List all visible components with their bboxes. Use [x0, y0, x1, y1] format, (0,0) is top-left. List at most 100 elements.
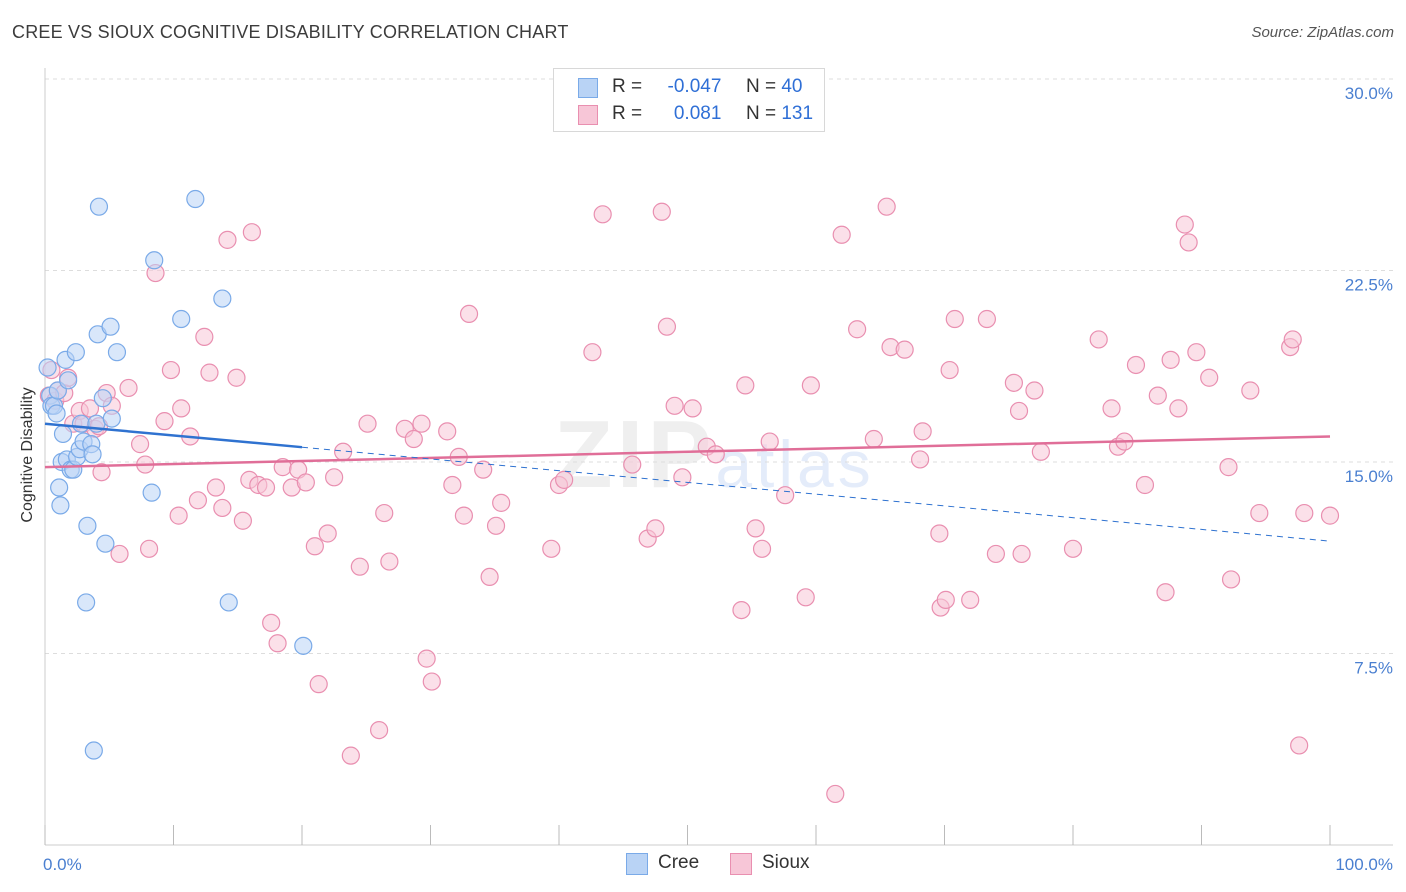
sioux-point — [213, 498, 232, 518]
cree-point — [78, 516, 97, 535]
sioux-point — [542, 539, 561, 558]
sioux-point — [961, 590, 980, 609]
trend-lines — [44, 422, 1331, 542]
sioux-point — [227, 368, 246, 387]
sioux-n-label: N = — [745, 103, 777, 124]
sioux-point — [986, 544, 1006, 564]
sioux-point — [325, 468, 344, 487]
sioux-point — [296, 473, 315, 492]
sioux-point — [583, 343, 602, 362]
sioux-point — [195, 327, 214, 346]
cree-point — [96, 534, 115, 553]
sioux-point — [341, 746, 360, 765]
source-label: Source: ZipAtlas.com — [1251, 24, 1394, 41]
cree-point — [83, 445, 102, 464]
sioux-point — [305, 537, 324, 556]
cree-r-label: R = — [612, 76, 643, 97]
cree-points — [38, 189, 313, 760]
cree-legend-swatch — [626, 853, 648, 875]
sioux-point — [206, 478, 226, 497]
sioux-point — [268, 634, 287, 653]
correlation-legend: R = -0.047 N = 40 R = 0.081 N = 131 — [553, 68, 825, 132]
sioux-point — [480, 567, 499, 587]
sioux-point — [443, 475, 462, 495]
cree-legend-label: Cree — [658, 852, 700, 873]
cree-trend-extension — [301, 446, 1331, 542]
sioux-point — [936, 590, 955, 609]
sioux-point — [200, 363, 219, 382]
sioux-point — [188, 491, 208, 510]
sioux-point — [1200, 368, 1219, 387]
sioux-point — [977, 309, 997, 329]
tick-labels: 7.5% 15.0% 22.5% 30.0% 0.0% 100.0% — [43, 84, 1393, 874]
sioux-point — [358, 414, 377, 433]
sioux-point — [242, 223, 261, 242]
sioux-point — [940, 360, 959, 380]
sioux-point — [1161, 350, 1180, 369]
x-tick-label: 0.0% — [43, 855, 82, 874]
x-tick-label: 100.0% — [1335, 855, 1393, 874]
sioux-point — [910, 450, 930, 469]
sioux-point — [776, 486, 795, 505]
sioux-point — [1221, 570, 1241, 589]
y-tick-label: 22.5% — [1345, 276, 1393, 295]
sioux-point — [1219, 458, 1238, 477]
sioux-point — [256, 478, 276, 497]
chart-title: CREE VS SIOUX COGNITIVE DISABILITY CORRE… — [12, 22, 569, 42]
sioux-point — [652, 202, 671, 221]
grid-lines — [45, 78, 1393, 654]
sioux-point — [438, 422, 457, 441]
y-tick-label: 7.5% — [1354, 659, 1393, 678]
sioux-point — [350, 557, 369, 576]
sioux-point — [370, 720, 389, 740]
cree-point — [50, 478, 69, 497]
cree-point — [172, 309, 191, 329]
sioux-point — [1004, 373, 1023, 392]
sioux-point — [913, 422, 932, 441]
sioux-point — [848, 320, 867, 339]
cree-point — [77, 593, 96, 612]
sioux-point — [218, 230, 237, 249]
sioux-point — [486, 516, 506, 535]
cree-point — [145, 251, 164, 270]
sioux-point — [864, 429, 883, 449]
sioux-point — [169, 506, 188, 525]
sioux-point — [1135, 475, 1155, 495]
sioux-point — [646, 519, 665, 538]
y-tick-label: 15.0% — [1345, 467, 1393, 486]
cree-r-value: -0.047 — [667, 76, 722, 97]
sioux-point — [665, 396, 684, 415]
sioux-point — [1031, 442, 1050, 461]
sioux-point — [80, 399, 100, 418]
cree-n-label: N = — [745, 76, 777, 97]
sioux-point — [1102, 399, 1121, 418]
cree-n-value: 40 — [781, 76, 803, 97]
sioux-point — [92, 463, 111, 482]
cree-point — [84, 741, 103, 760]
sioux-point — [155, 412, 174, 431]
sioux-point — [673, 468, 692, 487]
cree-point — [101, 317, 120, 336]
sioux-point — [474, 460, 493, 479]
sioux-r-label: R = — [612, 103, 643, 124]
sioux-r-value: 0.081 — [673, 103, 722, 124]
cree-point — [51, 496, 70, 515]
sioux-point — [736, 376, 755, 395]
sioux-trend-line — [44, 435, 1331, 469]
sioux-point — [623, 455, 642, 474]
cree-trend-line — [44, 422, 303, 449]
sioux-legend-swatch — [730, 853, 752, 875]
sioux-point — [826, 784, 845, 804]
sioux-point — [119, 378, 138, 398]
cree-point — [89, 197, 109, 216]
sioux-point — [832, 225, 851, 244]
sioux-point — [1175, 215, 1194, 234]
sioux-point — [375, 503, 394, 523]
sioux-point — [459, 304, 479, 324]
sioux-point — [1250, 503, 1269, 523]
sioux-point — [683, 399, 702, 418]
sioux-point — [417, 649, 436, 668]
sioux-point — [110, 544, 129, 564]
sioux-point — [1012, 544, 1031, 564]
